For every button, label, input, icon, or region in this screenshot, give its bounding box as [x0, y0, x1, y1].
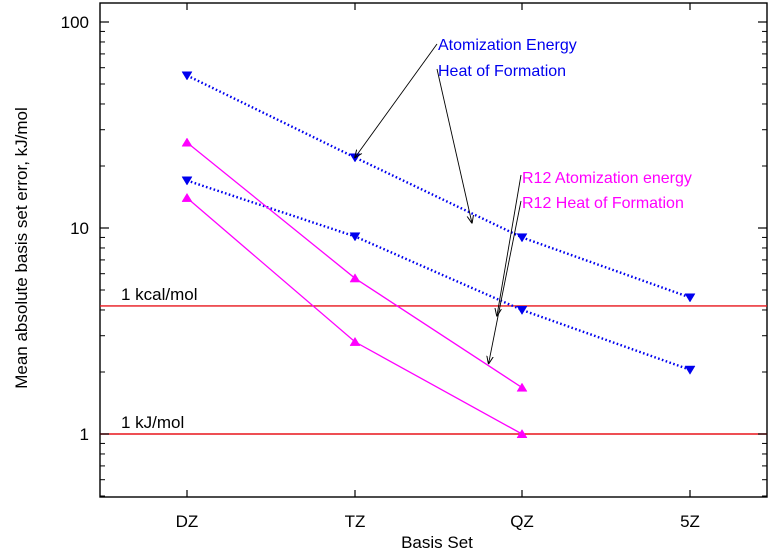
annotation-label: R12 Atomization energy — [522, 170, 692, 187]
reference-line-label: 1 kJ/mol — [121, 413, 184, 432]
y-tick-label: 1 — [80, 425, 89, 444]
x-tick-label: 5Z — [680, 512, 700, 531]
annotation-arrow — [489, 200, 522, 363]
annotation-arrow — [355, 43, 438, 157]
axis-ticks: DZ TZ QZ 5Z 1 10 100 — [61, 3, 767, 531]
data-point-marker — [349, 153, 361, 163]
x-tick-label: TZ — [345, 512, 366, 531]
data-point-marker — [181, 71, 193, 81]
y-axis-title: Mean absolute basis set error, kJ/mol — [12, 107, 31, 389]
annotations: Atomization Energy Heat of Formation R12 A… — [355, 37, 692, 363]
x-tick-label: DZ — [176, 512, 199, 531]
data-point-marker — [684, 365, 696, 375]
data-point-marker — [349, 232, 361, 242]
x-tick-label: QZ — [510, 512, 534, 531]
data-point-marker — [349, 273, 361, 283]
x-axis-title: Basis Set — [401, 533, 473, 552]
data-point-marker — [516, 305, 528, 315]
plot-frame — [99, 2, 768, 498]
data-point-marker — [516, 233, 528, 243]
series-line — [186, 142, 523, 389]
y-tick-label: 10 — [70, 219, 89, 238]
data-point-marker — [684, 293, 696, 303]
annotation-label: Atomization Energy — [438, 37, 577, 54]
data-point-marker — [516, 429, 528, 438]
data-point-marker — [181, 192, 193, 202]
data-point-marker — [181, 176, 193, 186]
series-line — [186, 179, 691, 371]
annotation-arrow — [497, 174, 522, 316]
data-point-marker — [516, 382, 528, 392]
reference-line-label: 1 kcal/mol — [121, 285, 198, 304]
y-tick-label: 100 — [61, 13, 89, 32]
annotation-label: R12 Heat of Formation — [522, 195, 684, 212]
annotation-label: Heat of Formation — [438, 63, 566, 80]
data-point-marker — [181, 137, 193, 147]
reference-lines: 1 kcal/mol 1 kJ/mol — [100, 285, 767, 435]
data-series — [181, 71, 696, 438]
series-line — [186, 74, 691, 299]
annotation-arrow — [436, 68, 472, 223]
data-point-marker — [349, 336, 361, 346]
